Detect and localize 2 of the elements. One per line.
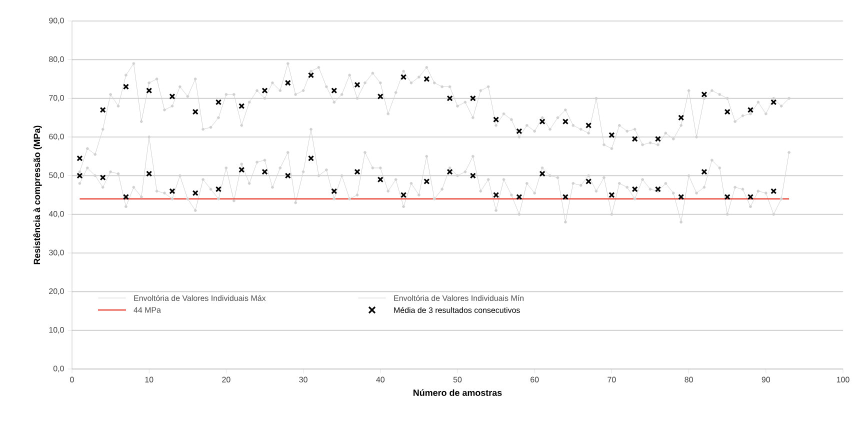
y-axis-title: Resistência à compressão (MPa)	[33, 126, 42, 264]
x-axis-title: Número de amostras	[414, 389, 502, 396]
